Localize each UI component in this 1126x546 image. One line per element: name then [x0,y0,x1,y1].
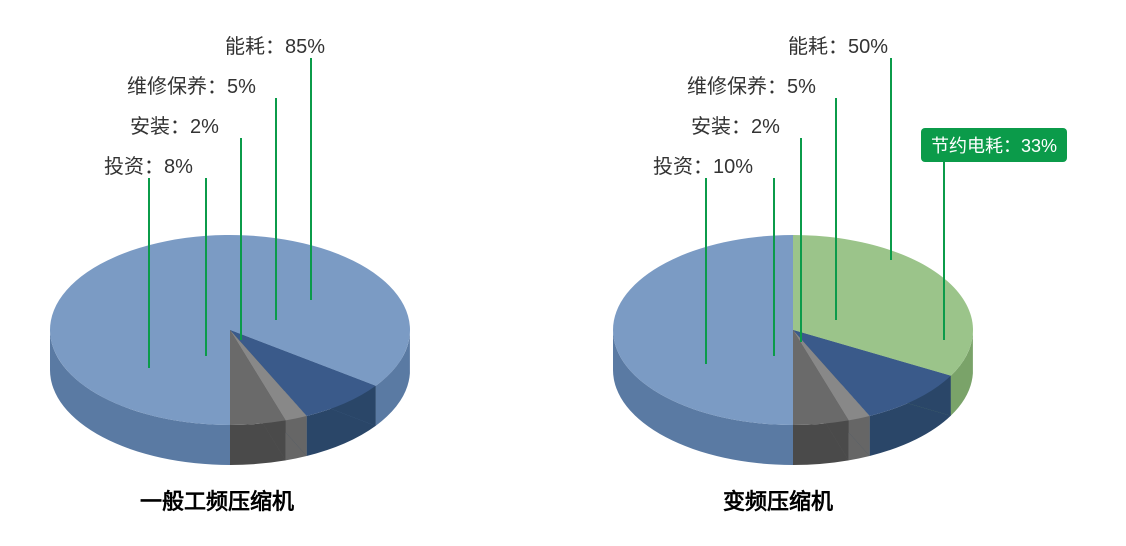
label-badge-savings: 节约电耗：33% [921,128,1067,162]
leader-line [890,58,892,260]
leader-line [705,178,707,364]
label-energy: 能耗：50% [788,30,888,59]
chart-right: 变频压缩机 能耗：50% 维修保养：5% 安装：2% 投资：10% 节约电耗：33% [563,0,1126,546]
leader-line [148,178,150,368]
label-maintenance: 维修保养：5% [687,70,816,99]
leader-line [310,58,312,300]
leader-line [835,98,837,320]
leader-line [205,178,207,356]
label-investment: 投资：8% [104,150,193,179]
leader-line [943,160,945,340]
label-install: 安装：2% [691,110,780,139]
label-investment: 投资：10% [653,150,753,179]
leader-line [240,138,242,340]
leader-line [800,138,802,342]
pie-left [0,0,563,546]
chart-right-title: 变频压缩机 [723,484,833,516]
leader-line [275,98,277,320]
pie-right [563,0,1126,546]
leader-line [773,178,775,356]
label-maintenance: 维修保养：5% [127,70,256,99]
chart-left: 一般工频压缩机 能耗：85% 维修保养：5% 安装：2% 投资：8% [0,0,563,546]
label-energy: 能耗：85% [225,30,325,59]
label-install: 安装：2% [130,110,219,139]
chart-left-title: 一般工频压缩机 [140,484,294,516]
